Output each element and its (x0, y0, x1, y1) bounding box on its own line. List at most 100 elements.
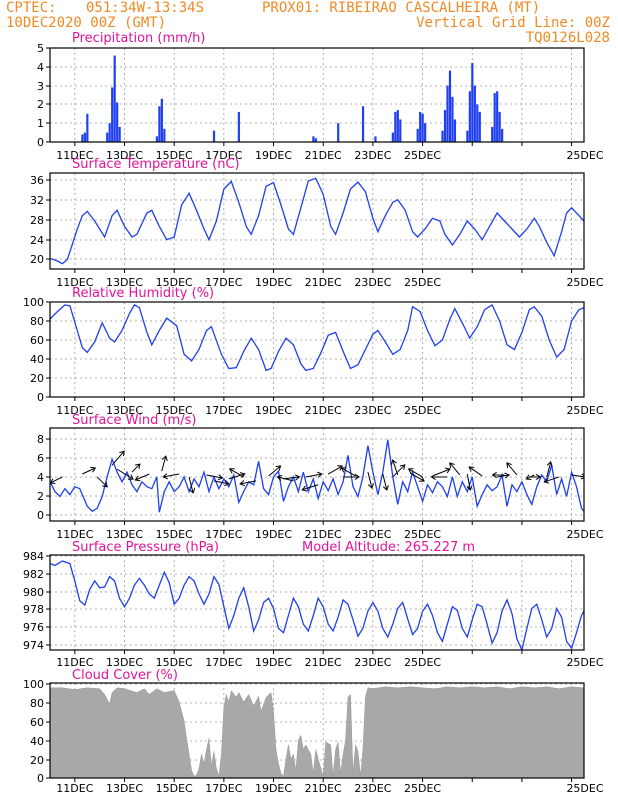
pres-xtick-label: 19DEC (255, 656, 292, 669)
temp-xtick-label: 25DEC (566, 276, 603, 289)
cloud-xtick-label: 11DEC (56, 782, 93, 795)
rh-xtick-label: 25DEC (566, 404, 603, 417)
wind-wind-vector (434, 468, 451, 476)
header-station: PROX01: RIBEIRAO CASCALHEIRA (MT) (262, 0, 541, 16)
precip-bar (468, 91, 471, 142)
rh-ytick-label: 100 (23, 296, 44, 309)
precip-bar (496, 91, 499, 142)
precip-title: Precipitation (mm/h) (72, 31, 205, 46)
cloud-xtick-label: 21DEC (305, 782, 342, 795)
cloud-xtick-label: 15DEC (156, 782, 193, 795)
wind-ytick-label: 6 (37, 452, 44, 465)
wind-wind-vector-head (224, 480, 230, 487)
precip-bar (118, 126, 121, 142)
wind-wind-vector-head (419, 476, 425, 482)
precip-bar (473, 85, 476, 142)
wind-ytick-label: 0 (37, 509, 44, 522)
precip-bar (491, 126, 494, 142)
wind-wind-vector (240, 480, 257, 485)
temp-frame (49, 172, 585, 270)
temp-xtick-label: 23DEC (354, 276, 391, 289)
cloud-ytick-label: 20 (30, 754, 44, 767)
precip-ytick-label: 0 (37, 136, 44, 149)
temp-line (50, 177, 584, 265)
precip-bar (424, 123, 427, 142)
precip-bar (83, 132, 86, 142)
wind-wind-vector-head (217, 474, 224, 481)
wind-wind-vector (82, 467, 96, 475)
wind-xtick-label: 23DEC (354, 528, 391, 541)
precip-bar (419, 111, 422, 142)
wind-xtick-label: 25DEC (566, 528, 603, 541)
wind-wind-vector (449, 462, 461, 476)
precip-bar (116, 102, 119, 142)
temp-ytick-label: 32 (30, 194, 44, 207)
wind-wind-vector (327, 465, 343, 475)
wind-wind-vector-head (228, 468, 235, 474)
precip-bar (443, 110, 447, 142)
pres-xtick-label: 15DEC (156, 656, 193, 669)
precip-bar (237, 111, 240, 142)
cloud-frame (49, 682, 585, 779)
precip-bar (441, 130, 444, 142)
precip-frame (49, 47, 585, 143)
pres-xtick-label: 13DEC (106, 656, 143, 669)
precip-xtick-label: 11DEC (56, 149, 93, 162)
rh-ytick-label: 80 (30, 315, 44, 328)
wind-data-group (50, 439, 584, 513)
wind-wind-vector-head (504, 472, 511, 479)
pres-annotation: Model Altitude: 265.227 m (302, 540, 475, 555)
wind-wind-vector (161, 455, 167, 472)
precip-xtick-label: 13DEC (106, 149, 143, 162)
pres-xtick-label: 17DEC (205, 656, 242, 669)
wind-wind-vector (526, 474, 535, 480)
wind-wind-vector-head (399, 464, 406, 470)
wind-wind-vector-head (102, 481, 108, 488)
pres-ytick-label: 980 (23, 586, 44, 599)
wind-wind-vector (163, 473, 180, 478)
wind-wind-vector (213, 480, 230, 485)
wind-wind-vector (206, 474, 223, 479)
precip-bar (163, 128, 166, 142)
wind-wind-vector-head (340, 467, 347, 473)
wind-xtick-label: 21DEC (305, 528, 342, 541)
cloud-data-group (50, 686, 584, 778)
wind-wind-vector (408, 468, 423, 478)
precip-bar (451, 96, 454, 142)
cloud-ytick-label: 40 (30, 735, 44, 748)
wind-wind-vector (229, 468, 244, 478)
precip-bar (471, 63, 474, 142)
wind-wind-vector-head (525, 474, 532, 480)
precip-bar (421, 113, 424, 142)
cloud-xtick-label: 25DEC (404, 782, 441, 795)
rh-xtick-label: 15DEC (156, 404, 193, 417)
wind-xtick-label: 19DEC (255, 528, 292, 541)
temp-ytick-label: 28 (30, 214, 44, 227)
wind-wind-vector-head (367, 483, 374, 490)
pres-ytick-label: 974 (23, 639, 44, 652)
precip-bar (493, 93, 496, 142)
wind-xtick-label: 11DEC (56, 528, 93, 541)
wind-wind-vector (496, 474, 510, 478)
precip-ytick-label: 5 (37, 42, 44, 55)
precip-bar (337, 123, 340, 142)
wind-wind-vector (392, 459, 399, 476)
precip-bar (446, 85, 449, 142)
wind-wind-vector-head (535, 473, 542, 481)
pres-title: Surface Pressure (hPa) (72, 540, 219, 555)
wind-wind-vector (506, 462, 518, 476)
wind-wind-vector (302, 484, 319, 491)
wind-title: Surface Wind (m/s) (72, 413, 196, 428)
wind-wind-vector (268, 465, 281, 477)
cloud-area (50, 686, 584, 778)
precip-bar (466, 130, 469, 142)
temp-xtick-label: 21DEC (305, 276, 342, 289)
precip-bar (396, 110, 399, 142)
header-run-time: 10DEC2020 00Z (GMT) (6, 15, 167, 31)
precip-bar (448, 70, 452, 142)
pres-xtick-label: 11DEC (56, 656, 93, 669)
wind-wind-vector (305, 473, 322, 478)
rh-ytick-label: 20 (30, 372, 44, 385)
rh-data-group (50, 303, 584, 372)
